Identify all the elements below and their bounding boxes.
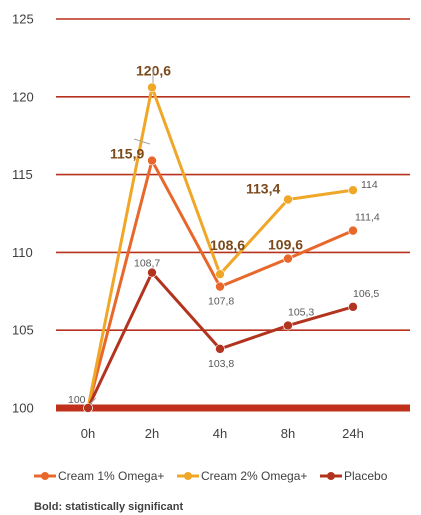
x-tick-label: 8h — [281, 426, 295, 441]
x-tick-label: 2h — [145, 426, 159, 441]
data-label: 100 — [68, 394, 86, 406]
data-point — [83, 403, 93, 413]
data-point — [348, 185, 358, 195]
legend: Cream 1% Omega+ Cream 2% Omega+ Placebo — [34, 469, 388, 483]
data-point — [283, 320, 293, 331]
y-tick-label: 125 — [12, 12, 34, 27]
leader-line — [89, 397, 97, 405]
gridlines — [56, 18, 410, 412]
data-point — [283, 253, 293, 264]
data-label: 113,4 — [246, 180, 280, 196]
legend-swatch-marker — [184, 472, 192, 480]
data-label: 107,8 — [208, 296, 234, 308]
legend-label: Cream 2% Omega+ — [201, 469, 307, 483]
legend-label: Cream 1% Omega+ — [58, 469, 164, 483]
legend-swatch-marker — [327, 472, 335, 480]
x-tick-label: 24h — [342, 426, 364, 441]
y-tick-label: 105 — [12, 323, 34, 338]
leader-line — [133, 138, 151, 145]
data-point — [147, 267, 157, 278]
data-point — [215, 344, 225, 354]
data-label: 105,3 — [288, 307, 314, 319]
legend-label: Placebo — [344, 469, 388, 483]
y-tick-label: 110 — [12, 245, 33, 260]
data-point — [215, 281, 225, 292]
data-point — [147, 155, 157, 166]
x-tick-label: 4h — [213, 426, 227, 441]
data-point — [348, 225, 358, 236]
data-point — [147, 82, 157, 93]
data-label: 120,6 — [136, 62, 171, 78]
data-point — [215, 269, 225, 279]
data-point — [283, 194, 293, 205]
y-tick-label: 115 — [12, 167, 33, 182]
data-label: 106,5 — [353, 288, 379, 300]
x-tick-label: 0h — [81, 426, 95, 441]
data-label: 109,6 — [268, 237, 303, 253]
data-label: 114 — [361, 179, 378, 191]
data-label: 108,6 — [210, 237, 245, 253]
y-axis-ticks: 100 105 110 115 120 125 — [12, 12, 34, 416]
data-label: 103,8 — [208, 358, 234, 370]
data-labels: 115,9 107,8 109,6 111,4 100 120,6 108,6 113,4 11… — [68, 62, 380, 406]
series-lines — [83, 82, 358, 413]
data-label: 108,7 — [134, 258, 160, 270]
data-point — [348, 302, 358, 312]
series-line-2 — [86, 271, 354, 409]
data-label: 111,4 — [355, 212, 380, 224]
data-label: 115,9 — [110, 146, 144, 162]
significance-note: Bold: statistically significant — [34, 501, 183, 513]
x-axis-ticks: 0h 2h 4h 8h 24h — [81, 426, 364, 441]
legend-swatch-marker — [41, 472, 49, 480]
y-tick-label: 100 — [12, 401, 34, 416]
y-tick-label: 120 — [12, 89, 34, 104]
